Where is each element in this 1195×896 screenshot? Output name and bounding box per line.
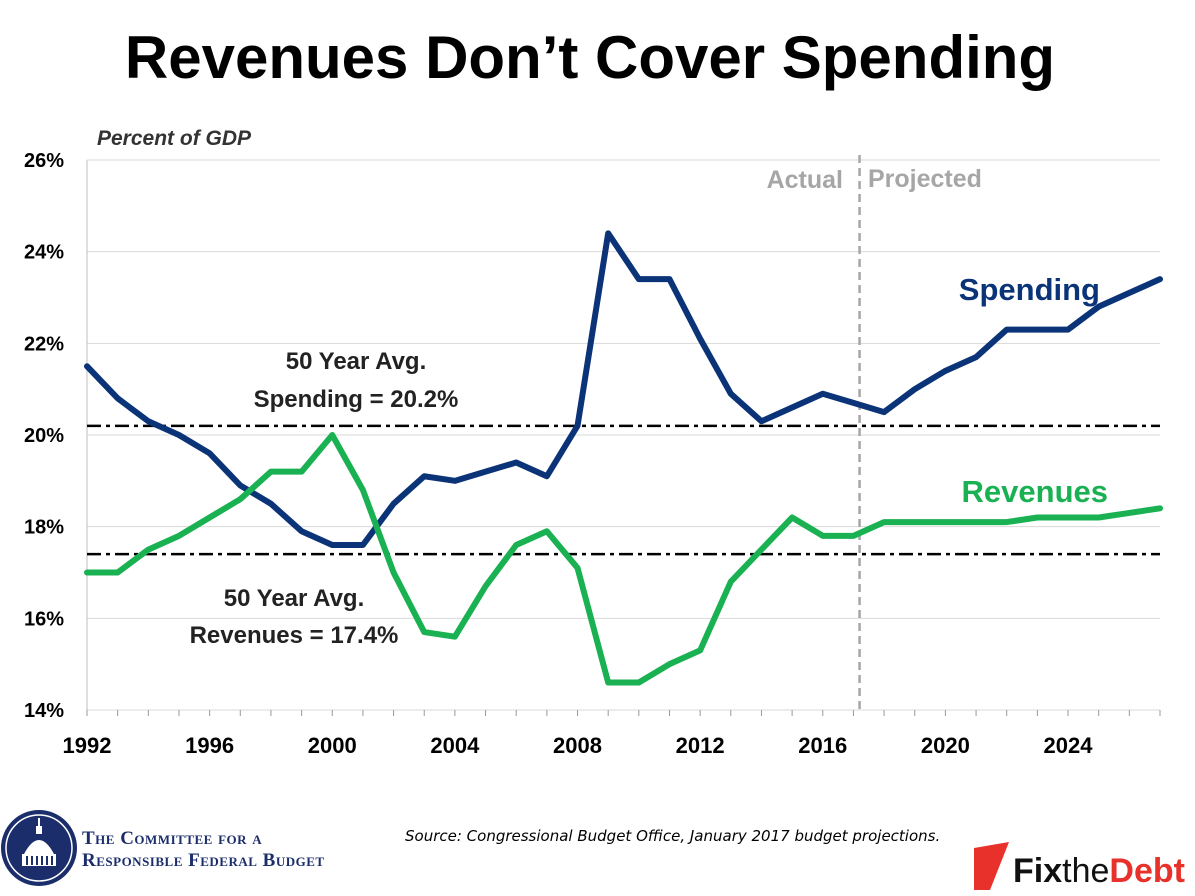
x-tick-label: 2004 bbox=[430, 733, 480, 758]
crfb-name-line1: The Committee for a bbox=[82, 828, 262, 849]
x-tick-label: 2000 bbox=[308, 733, 357, 758]
x-tick-label: 1996 bbox=[185, 733, 234, 758]
crfb-logo: The Committee for a Responsible Federal … bbox=[1, 810, 325, 886]
y-tick-label: 26% bbox=[24, 150, 64, 172]
y-tick-label: 24% bbox=[24, 242, 64, 264]
fix-the-debt-logo: FixtheDebt bbox=[974, 842, 1185, 890]
revenues-avg-label-line1: 50 Year Avg. bbox=[224, 585, 365, 612]
revenues-series-label: Revenues bbox=[962, 474, 1108, 509]
x-tick-label: 2008 bbox=[553, 733, 602, 758]
x-tick-label: 2016 bbox=[798, 733, 847, 758]
svg-text:FixtheDebt: FixtheDebt bbox=[1013, 852, 1185, 890]
source-note: Source: Congressional Budget Office, Jan… bbox=[405, 827, 940, 845]
actual-label: Actual bbox=[767, 166, 843, 194]
spending-line bbox=[84, 230, 1163, 548]
x-axis-ticks: 1992 1996 2000 2004 2008 2012 2016 2020 2024 bbox=[63, 710, 1161, 758]
x-tick-label: 2024 bbox=[1044, 733, 1094, 758]
spending-avg-label-line1: 50 Year Avg. bbox=[286, 348, 427, 375]
chart-title: Revenues Don’t Cover Spending bbox=[125, 24, 1055, 91]
series-lines bbox=[84, 230, 1163, 686]
crfb-name-line2: Responsible Federal Budget bbox=[82, 850, 325, 871]
spending-avg-label-line2: Spending = 20.2% bbox=[254, 386, 459, 413]
y-tick-label: 18% bbox=[24, 517, 64, 539]
y-tick-label: 16% bbox=[24, 608, 64, 630]
ftd-fix: Fix bbox=[1013, 852, 1062, 890]
y-tick-label: 22% bbox=[24, 333, 64, 355]
y-axis-label: Percent of GDP bbox=[97, 127, 252, 150]
capitol-dome-seal-icon bbox=[1, 810, 77, 886]
spending-series-label: Spending bbox=[959, 272, 1100, 307]
y-tick-label: 20% bbox=[24, 425, 64, 447]
gridlines bbox=[86, 159, 1160, 711]
x-tick-label: 1992 bbox=[63, 733, 112, 758]
revenues-line bbox=[84, 432, 1163, 686]
y-axis-ticks: 26% 24% 22% 20% 18% 16% 14% bbox=[24, 150, 64, 722]
revenues-avg-label-line2: Revenues = 17.4% bbox=[190, 622, 399, 649]
projected-label: Projected bbox=[868, 165, 982, 193]
x-tick-label: 2020 bbox=[921, 733, 970, 758]
ftd-the: the bbox=[1062, 852, 1109, 890]
average-reference-lines bbox=[87, 424, 1160, 556]
x-tick-label: 2012 bbox=[676, 733, 725, 758]
ftd-debt: Debt bbox=[1109, 852, 1185, 890]
red-arrow-mark-icon bbox=[974, 842, 1009, 890]
y-tick-label: 14% bbox=[24, 700, 64, 722]
